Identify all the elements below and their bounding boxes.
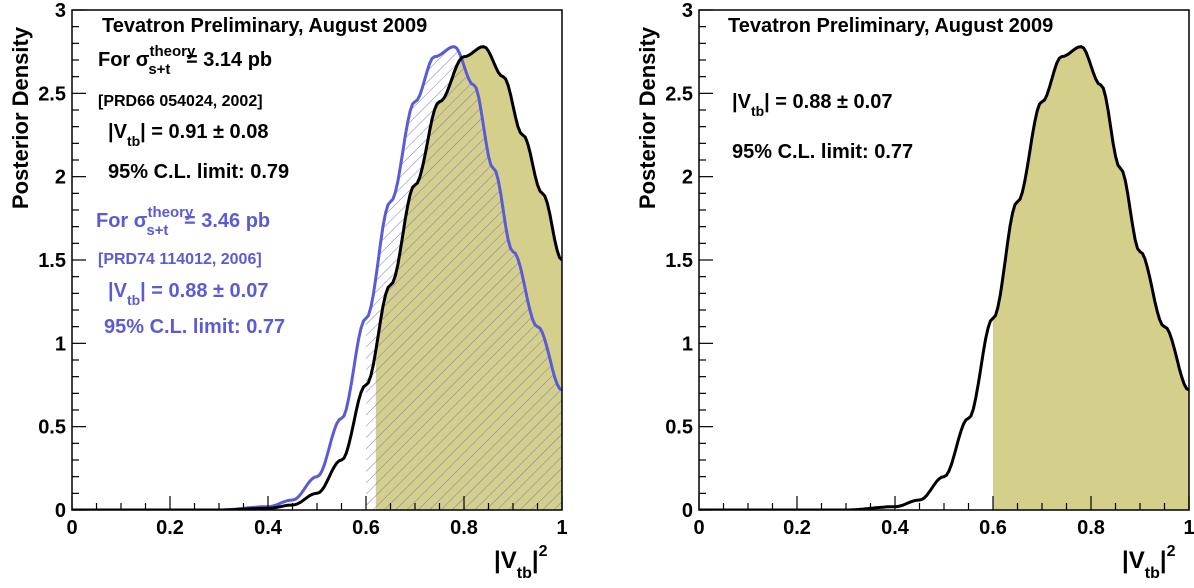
x-tick-label: 0 — [66, 517, 77, 539]
right-vtb-line: |Vtb| = 0.88 ± 0.07 — [732, 91, 893, 119]
left-blue-series-line — [72, 45, 562, 510]
left-chart-panel: 0 0.2 0.4 0.6 0.8 1 0 0.5 1 1.5 2 2.5 3 Tevatron Pre… — [8, 0, 568, 582]
right-chart-title: Tevatron Preliminary, August 2009 — [728, 15, 1053, 37]
left-blue-vtb-label: |V — [108, 280, 128, 302]
right-olive-fill-area — [993, 46, 1189, 510]
right-vtb-value: | = 0.88 ± 0.07 — [764, 91, 892, 113]
left-blue-vtb-value: | = 0.88 ± 0.07 — [140, 280, 268, 302]
right-chart-panel: 0 0.2 0.4 0.6 0.8 1 0 0.5 1 1.5 2 2.5 3 Tevatron Pre… — [635, 0, 1194, 582]
left-blue-vtb-sub: tb — [127, 292, 140, 308]
y-tick-label: 0 — [682, 500, 693, 522]
y-tick-label: 2.5 — [38, 83, 66, 105]
y-tick-label: 1.5 — [665, 250, 693, 272]
x-tick-label: 1 — [1183, 517, 1194, 539]
x-tick-label: 1 — [556, 517, 567, 539]
left-black-value: = 3.14 pb — [180, 49, 272, 71]
y-tick-label: 0 — [55, 500, 66, 522]
left-blue-vtb-line: |Vtb| = 0.88 ± 0.07 — [108, 280, 269, 308]
right-x-axis-label: |Vtb|2 — [1122, 543, 1176, 582]
left-black-vtb-label: |V — [108, 121, 128, 143]
left-blue-ref: [PRD74 114012, 2006] — [98, 251, 262, 268]
x-tick-label: 0.4 — [881, 517, 910, 539]
x-tick-label: 0.2 — [783, 517, 811, 539]
left-black-sup: theory — [149, 43, 196, 60]
right-black-series-line — [699, 45, 1189, 510]
left-black-vtb-value: | = 0.91 ± 0.08 — [140, 121, 268, 143]
left-blue-sup: theory — [147, 204, 194, 221]
y-tick-label: 1 — [682, 333, 693, 355]
y-tick-label: 2 — [55, 167, 66, 189]
x-tick-label: 0.8 — [1077, 517, 1105, 539]
left-chart-title: Tevatron Preliminary, August 2009 — [102, 15, 427, 37]
left-blue-value: = 3.46 pb — [178, 210, 270, 232]
x-tick-label: 0.4 — [254, 517, 283, 539]
y-tick-label: 2.5 — [665, 83, 693, 105]
y-tick-label: 0.5 — [38, 417, 66, 439]
left-black-vtb-sub: tb — [127, 133, 140, 149]
y-tick-label: 3 — [682, 0, 693, 22]
left-blue-limit: 95% C.L. limit: 0.77 — [104, 316, 285, 338]
left-blue-theory-line: For σtheory s+t = 3.46 pb — [96, 204, 270, 239]
left-hatched-fill-area — [366, 46, 562, 510]
left-black-series-line — [72, 45, 562, 510]
y-tick-label: 3 — [55, 0, 66, 22]
y-tick-label: 1 — [55, 333, 66, 355]
left-x-axis-label: |Vtb|2 — [494, 543, 548, 582]
right-vtb-label: |V — [732, 91, 752, 113]
x-tick-label: 0 — [693, 517, 704, 539]
left-black-limit: 95% C.L. limit: 0.79 — [108, 161, 289, 183]
y-tick-label: 0.5 — [665, 417, 693, 439]
left-black-sub: s+t — [148, 61, 170, 78]
left-blue-sub: s+t — [146, 222, 168, 239]
left-black-ref: [PRD66 054024, 2002] — [98, 93, 263, 110]
right-vtb-sub: tb — [751, 103, 764, 119]
left-blue-header: For σ — [96, 210, 148, 232]
x-tick-label: 0.6 — [979, 517, 1007, 539]
right-limit: 95% C.L. limit: 0.77 — [732, 141, 913, 163]
y-tick-label: 2 — [682, 167, 693, 189]
right-y-axis-label: Posterior Density — [635, 26, 660, 209]
x-tick-label: 0.6 — [352, 517, 380, 539]
left-black-header: For σ — [98, 49, 150, 71]
y-tick-label: 1.5 — [38, 250, 66, 272]
x-tick-label: 0.2 — [156, 517, 184, 539]
left-black-theory-line: For σtheory s+t = 3.14 pb — [98, 43, 272, 78]
left-y-axis-label: Posterior Density — [8, 26, 33, 209]
x-tick-label: 0.8 — [450, 517, 478, 539]
left-black-vtb-line: |Vtb| = 0.91 ± 0.08 — [108, 121, 269, 149]
